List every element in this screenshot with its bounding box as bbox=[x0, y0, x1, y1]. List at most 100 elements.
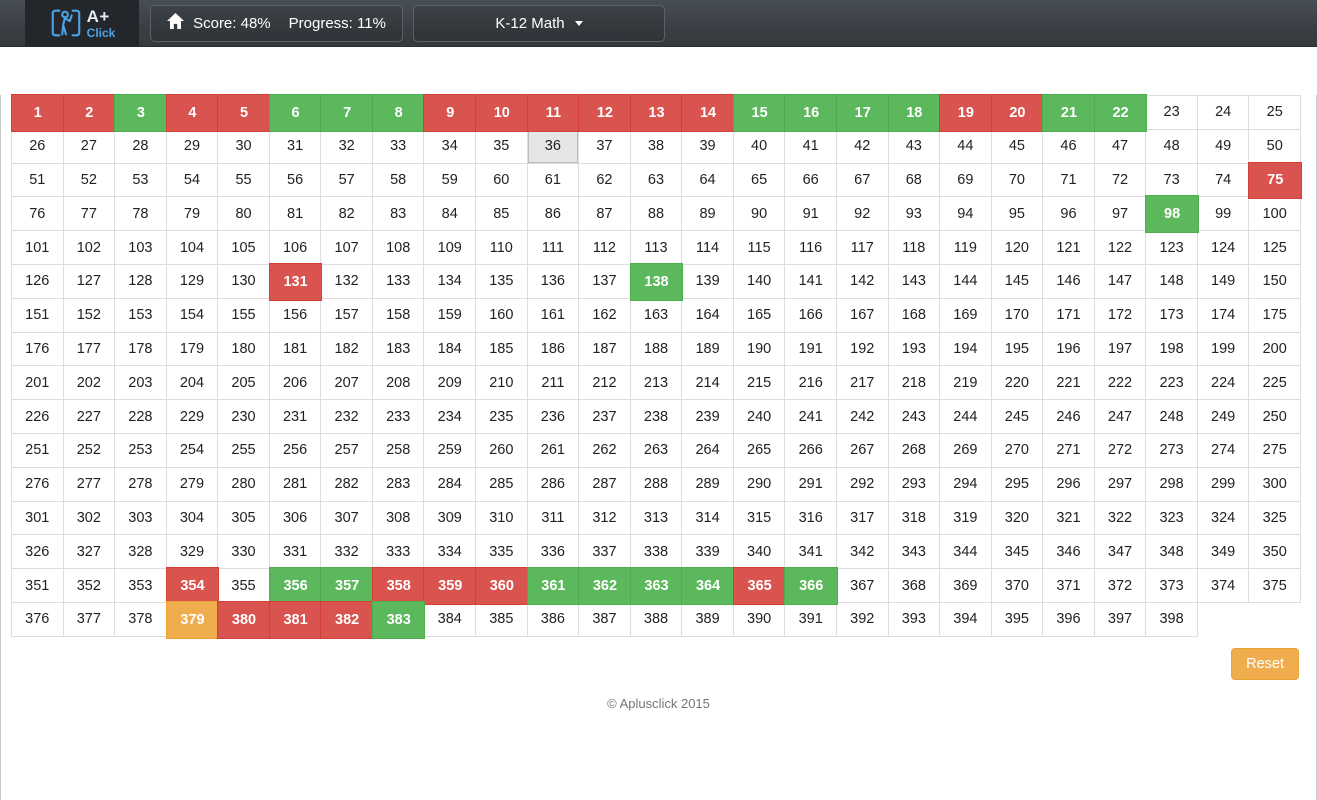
question-cell-121[interactable]: 121 bbox=[1043, 231, 1095, 265]
question-cell-397[interactable]: 397 bbox=[1094, 602, 1147, 637]
question-cell-90[interactable]: 90 bbox=[733, 197, 786, 232]
question-cell-240[interactable]: 240 bbox=[733, 400, 786, 434]
question-cell-13[interactable]: 13 bbox=[629, 94, 684, 132]
question-cell-270[interactable]: 270 bbox=[991, 433, 1044, 468]
question-cell-253[interactable]: 253 bbox=[115, 433, 167, 468]
question-cell-235[interactable]: 235 bbox=[476, 400, 528, 434]
question-cell-284[interactable]: 284 bbox=[424, 467, 477, 502]
question-cell-58[interactable]: 58 bbox=[372, 163, 425, 198]
question-cell-188[interactable]: 188 bbox=[630, 332, 683, 367]
question-cell-44[interactable]: 44 bbox=[940, 129, 992, 164]
question-cell-241[interactable]: 241 bbox=[785, 400, 837, 434]
question-cell-37[interactable]: 37 bbox=[579, 129, 631, 164]
question-cell-56[interactable]: 56 bbox=[269, 163, 322, 198]
question-cell-171[interactable]: 171 bbox=[1043, 298, 1095, 333]
question-cell-251[interactable]: 251 bbox=[12, 433, 64, 468]
question-cell-54[interactable]: 54 bbox=[166, 163, 219, 198]
question-cell-263[interactable]: 263 bbox=[630, 433, 683, 468]
question-cell-167[interactable]: 167 bbox=[836, 298, 889, 333]
question-cell-255[interactable]: 255 bbox=[218, 433, 270, 468]
question-cell-216[interactable]: 216 bbox=[785, 366, 837, 401]
question-cell-220[interactable]: 220 bbox=[991, 366, 1044, 401]
question-cell-82[interactable]: 82 bbox=[321, 197, 373, 232]
question-cell-184[interactable]: 184 bbox=[424, 332, 477, 367]
question-cell-357[interactable]: 357 bbox=[320, 567, 374, 605]
question-cell-55[interactable]: 55 bbox=[218, 163, 270, 198]
question-cell-165[interactable]: 165 bbox=[733, 298, 786, 333]
question-cell-81[interactable]: 81 bbox=[269, 197, 322, 232]
question-cell-110[interactable]: 110 bbox=[476, 231, 528, 265]
question-cell-231[interactable]: 231 bbox=[269, 400, 322, 434]
question-cell-10[interactable]: 10 bbox=[475, 94, 529, 132]
question-cell-154[interactable]: 154 bbox=[166, 298, 219, 333]
question-cell-200[interactable]: 200 bbox=[1249, 332, 1301, 367]
question-cell-179[interactable]: 179 bbox=[166, 332, 219, 367]
question-cell-18[interactable]: 18 bbox=[887, 94, 942, 132]
question-cell-183[interactable]: 183 bbox=[372, 332, 425, 367]
question-cell-353[interactable]: 353 bbox=[115, 569, 167, 603]
question-cell-228[interactable]: 228 bbox=[115, 400, 167, 434]
question-cell-140[interactable]: 140 bbox=[733, 264, 786, 299]
question-cell-99[interactable]: 99 bbox=[1197, 197, 1250, 232]
question-cell-187[interactable]: 187 bbox=[579, 332, 631, 367]
reset-button[interactable]: Reset bbox=[1231, 647, 1299, 680]
question-cell-306[interactable]: 306 bbox=[269, 501, 322, 536]
question-cell-392[interactable]: 392 bbox=[836, 602, 889, 637]
question-cell-117[interactable]: 117 bbox=[836, 231, 889, 265]
question-cell-124[interactable]: 124 bbox=[1197, 231, 1250, 265]
question-cell-108[interactable]: 108 bbox=[372, 231, 425, 265]
question-cell-287[interactable]: 287 bbox=[579, 467, 631, 502]
question-cell-105[interactable]: 105 bbox=[218, 231, 270, 265]
question-cell-141[interactable]: 141 bbox=[785, 264, 837, 299]
question-cell-208[interactable]: 208 bbox=[372, 366, 425, 401]
question-cell-88[interactable]: 88 bbox=[630, 197, 683, 232]
question-cell-378[interactable]: 378 bbox=[115, 602, 167, 637]
question-cell-340[interactable]: 340 bbox=[733, 535, 786, 570]
question-cell-199[interactable]: 199 bbox=[1197, 332, 1250, 367]
question-cell-312[interactable]: 312 bbox=[579, 501, 631, 536]
question-cell-66[interactable]: 66 bbox=[785, 163, 837, 198]
question-cell-57[interactable]: 57 bbox=[321, 163, 373, 198]
question-cell-25[interactable]: 25 bbox=[1249, 96, 1301, 130]
question-cell-325[interactable]: 325 bbox=[1249, 501, 1301, 536]
question-cell-339[interactable]: 339 bbox=[682, 535, 734, 570]
question-cell-118[interactable]: 118 bbox=[888, 231, 941, 265]
question-cell-272[interactable]: 272 bbox=[1094, 433, 1147, 468]
question-cell-157[interactable]: 157 bbox=[321, 298, 373, 333]
question-cell-259[interactable]: 259 bbox=[424, 433, 477, 468]
question-cell-349[interactable]: 349 bbox=[1197, 535, 1250, 570]
question-cell-266[interactable]: 266 bbox=[785, 433, 837, 468]
question-cell-43[interactable]: 43 bbox=[888, 129, 941, 164]
question-cell-101[interactable]: 101 bbox=[12, 231, 64, 265]
question-cell-374[interactable]: 374 bbox=[1197, 569, 1250, 603]
question-cell-394[interactable]: 394 bbox=[940, 602, 992, 637]
question-cell-65[interactable]: 65 bbox=[733, 163, 786, 198]
question-cell-175[interactable]: 175 bbox=[1249, 298, 1301, 333]
question-cell-1[interactable]: 1 bbox=[11, 94, 65, 132]
question-cell-197[interactable]: 197 bbox=[1094, 332, 1147, 367]
question-cell-289[interactable]: 289 bbox=[682, 467, 734, 502]
question-cell-281[interactable]: 281 bbox=[269, 467, 322, 502]
question-cell-135[interactable]: 135 bbox=[476, 264, 528, 299]
question-cell-344[interactable]: 344 bbox=[940, 535, 992, 570]
score-progress-pill[interactable]: Score: 48% Progress: 11% bbox=[150, 4, 403, 42]
question-cell-137[interactable]: 137 bbox=[579, 264, 631, 299]
question-cell-80[interactable]: 80 bbox=[218, 197, 270, 232]
question-cell-387[interactable]: 387 bbox=[579, 602, 631, 637]
question-cell-214[interactable]: 214 bbox=[682, 366, 734, 401]
question-cell-152[interactable]: 152 bbox=[63, 298, 116, 333]
question-cell-327[interactable]: 327 bbox=[63, 535, 116, 570]
question-cell-39[interactable]: 39 bbox=[682, 129, 734, 164]
question-cell-16[interactable]: 16 bbox=[784, 94, 838, 132]
question-cell-234[interactable]: 234 bbox=[424, 400, 477, 434]
question-cell-69[interactable]: 69 bbox=[940, 163, 992, 198]
question-cell-138[interactable]: 138 bbox=[629, 262, 684, 301]
question-cell-202[interactable]: 202 bbox=[63, 366, 116, 401]
question-cell-285[interactable]: 285 bbox=[476, 467, 528, 502]
question-cell-114[interactable]: 114 bbox=[682, 231, 734, 265]
question-cell-291[interactable]: 291 bbox=[785, 467, 837, 502]
question-cell-343[interactable]: 343 bbox=[888, 535, 941, 570]
question-cell-248[interactable]: 248 bbox=[1146, 400, 1198, 434]
question-cell-364[interactable]: 364 bbox=[681, 567, 735, 605]
question-cell-262[interactable]: 262 bbox=[579, 433, 631, 468]
